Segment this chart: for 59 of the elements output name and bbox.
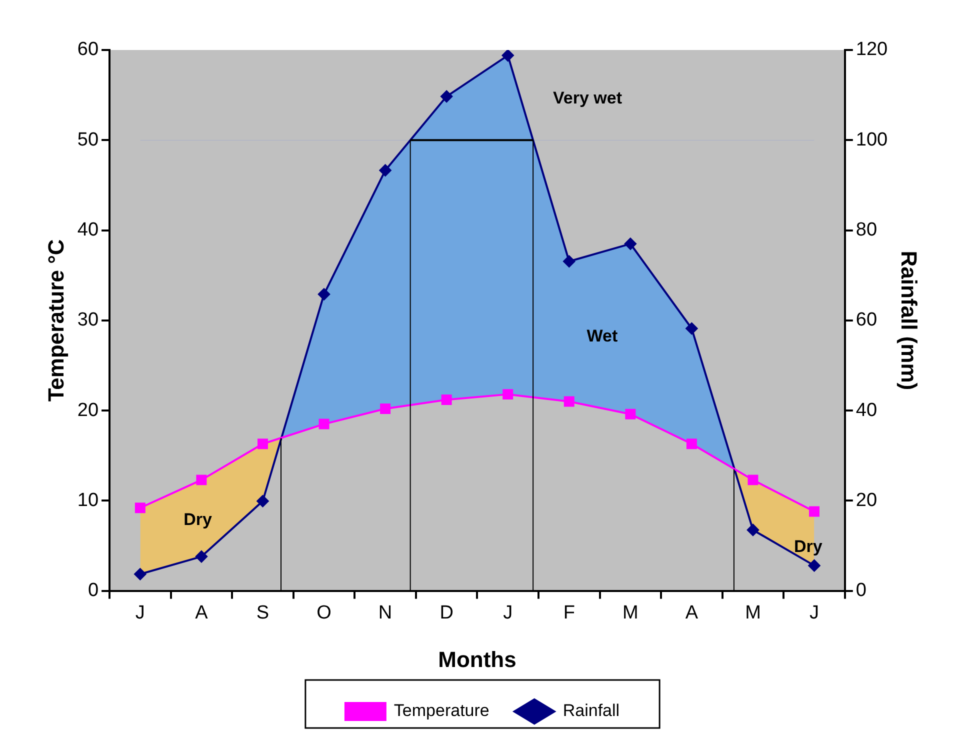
y-tick-label: 60 (77, 39, 99, 60)
x-tick-label: J (810, 602, 820, 624)
y-tick-label: 0 (88, 580, 99, 602)
point (379, 164, 392, 176)
point (746, 524, 759, 536)
legend-label: Temperature (394, 701, 490, 720)
point (134, 502, 146, 514)
point (563, 255, 576, 268)
point (440, 90, 453, 102)
point (808, 560, 820, 572)
y-axis-title: Temperature °C (43, 239, 68, 402)
x-tick-label: J (135, 602, 145, 624)
y2-tick-label: 0 (856, 580, 866, 602)
point (564, 396, 574, 407)
legend-label: Rainfall (562, 701, 620, 720)
annotation: Wet (586, 326, 618, 346)
y2-axis-title: Rainfall (mm) (896, 250, 922, 390)
x-tick-label: M (622, 602, 638, 624)
point (196, 474, 207, 486)
y-tick-label: 40 (77, 220, 99, 240)
annotation: Dry (184, 510, 212, 530)
y2-tick-label: 80 (856, 220, 878, 240)
y-tick-label: 50 (77, 129, 99, 150)
point (441, 394, 452, 405)
point (134, 568, 146, 580)
point (748, 474, 758, 486)
x-tick-label: D (440, 602, 454, 624)
y2-tick-label: 20 (856, 490, 878, 511)
point (318, 418, 330, 430)
point (686, 322, 698, 335)
point (502, 389, 514, 400)
point (624, 238, 636, 250)
x-tick-label: S (256, 602, 270, 624)
x-tick-label: M (745, 602, 761, 624)
point (257, 438, 268, 450)
x-tick-label: O (316, 602, 332, 624)
y2-tick-label: 100 (856, 129, 888, 150)
y2-tick-label: 60 (856, 310, 878, 331)
annotation: Dry (794, 537, 823, 556)
point (686, 438, 697, 450)
annotation: Very wet (553, 88, 622, 108)
x-tick-label: A (195, 602, 208, 624)
y2-tick-label: 40 (856, 400, 878, 421)
x-axis-title: Months (438, 646, 516, 672)
point (256, 495, 269, 508)
x-tick-label: F (563, 602, 575, 624)
x-tick-label: J (503, 602, 513, 624)
y-tick-label: 20 (77, 400, 99, 421)
x-tick-label: A (685, 602, 698, 624)
point (625, 408, 636, 420)
x-tick-label: N (378, 602, 392, 624)
point (809, 506, 820, 517)
point (195, 550, 208, 563)
point (502, 50, 514, 62)
y-tick-label: 10 (77, 490, 99, 511)
y2-tick-label: 120 (856, 39, 888, 60)
point (318, 288, 330, 300)
y-tick-label: 30 (77, 310, 99, 331)
point (380, 403, 391, 414)
